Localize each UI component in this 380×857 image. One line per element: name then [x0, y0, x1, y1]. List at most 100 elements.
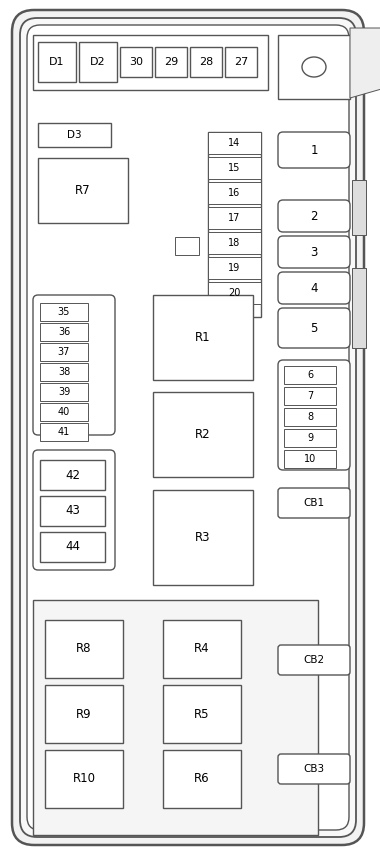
Bar [38, 123, 111, 147]
Bar [155, 47, 187, 77]
Bar [40, 496, 105, 526]
Text: 16: 16 [228, 188, 241, 198]
Bar [38, 42, 76, 82]
Text: 38: 38 [58, 367, 70, 377]
FancyBboxPatch shape [278, 488, 350, 518]
Polygon shape [350, 28, 380, 98]
FancyBboxPatch shape [278, 754, 350, 784]
Text: 42: 42 [65, 469, 80, 482]
Text: 43: 43 [65, 505, 80, 518]
Bar [120, 47, 152, 77]
Bar [208, 132, 261, 317]
Bar [208, 282, 261, 304]
Text: 15: 15 [228, 163, 241, 173]
Bar [284, 429, 336, 447]
Text: 10: 10 [304, 454, 316, 464]
Bar [33, 600, 318, 835]
Bar [190, 47, 222, 77]
Bar [163, 620, 241, 678]
FancyBboxPatch shape [12, 10, 364, 845]
Bar [284, 387, 336, 405]
Text: 27: 27 [234, 57, 248, 67]
Bar [40, 383, 88, 401]
Bar [153, 392, 253, 477]
Text: CB2: CB2 [304, 655, 325, 665]
Bar [163, 750, 241, 808]
Bar [45, 620, 123, 678]
Text: D1: D1 [49, 57, 65, 67]
FancyBboxPatch shape [33, 450, 115, 570]
Text: 35: 35 [58, 307, 70, 317]
Text: R9: R9 [76, 708, 92, 721]
Bar [153, 490, 253, 585]
Text: CB3: CB3 [304, 764, 325, 774]
FancyBboxPatch shape [278, 236, 350, 268]
Text: 39: 39 [58, 387, 70, 397]
Text: 3: 3 [310, 245, 318, 259]
Text: CB1: CB1 [304, 498, 325, 508]
Bar [208, 232, 261, 254]
Bar [40, 363, 88, 381]
Bar [40, 303, 88, 321]
Text: 37: 37 [58, 347, 70, 357]
Text: 19: 19 [228, 263, 241, 273]
Text: 40: 40 [58, 407, 70, 417]
Text: 18: 18 [228, 238, 241, 248]
Text: R8: R8 [76, 643, 92, 656]
Text: 17: 17 [228, 213, 241, 223]
Bar [225, 47, 257, 77]
Bar [45, 750, 123, 808]
Text: 4: 4 [310, 281, 318, 295]
Bar [352, 268, 366, 348]
Text: 44: 44 [65, 541, 80, 554]
Text: 9: 9 [307, 433, 313, 443]
Text: 7: 7 [307, 391, 313, 401]
Bar [40, 423, 88, 441]
FancyBboxPatch shape [278, 360, 350, 470]
Bar [40, 460, 105, 490]
FancyBboxPatch shape [27, 25, 349, 830]
FancyBboxPatch shape [278, 272, 350, 304]
Text: 6: 6 [307, 370, 313, 380]
Text: 1: 1 [310, 143, 318, 157]
Text: 2: 2 [310, 209, 318, 223]
Bar [40, 343, 88, 361]
Text: D2: D2 [90, 57, 106, 67]
Text: R7: R7 [75, 184, 91, 197]
Text: R6: R6 [194, 772, 210, 786]
Text: 36: 36 [58, 327, 70, 337]
Bar [208, 257, 261, 279]
Bar [284, 450, 336, 468]
FancyBboxPatch shape [278, 308, 350, 348]
Bar [40, 323, 88, 341]
Bar [40, 403, 88, 421]
Bar [45, 685, 123, 743]
FancyBboxPatch shape [33, 295, 115, 435]
Bar [175, 237, 199, 255]
Text: 30: 30 [129, 57, 143, 67]
Text: R4: R4 [194, 643, 210, 656]
Text: R3: R3 [195, 531, 211, 544]
Text: R1: R1 [195, 331, 211, 344]
Bar [284, 366, 336, 384]
Text: R5: R5 [194, 708, 210, 721]
Bar [33, 35, 268, 90]
Text: 41: 41 [58, 427, 70, 437]
Ellipse shape [302, 57, 326, 77]
Text: 28: 28 [199, 57, 213, 67]
FancyBboxPatch shape [20, 18, 356, 837]
Text: 29: 29 [164, 57, 178, 67]
Bar [352, 180, 366, 235]
Bar [208, 132, 261, 154]
Bar [208, 207, 261, 229]
Text: D3: D3 [67, 130, 82, 140]
Text: 14: 14 [228, 138, 241, 148]
Bar [153, 295, 253, 380]
Text: 8: 8 [307, 412, 313, 422]
FancyBboxPatch shape [278, 132, 350, 168]
Bar [208, 157, 261, 179]
Text: 5: 5 [310, 321, 318, 334]
Bar [208, 182, 261, 204]
Bar [40, 532, 105, 562]
Bar [278, 35, 350, 99]
